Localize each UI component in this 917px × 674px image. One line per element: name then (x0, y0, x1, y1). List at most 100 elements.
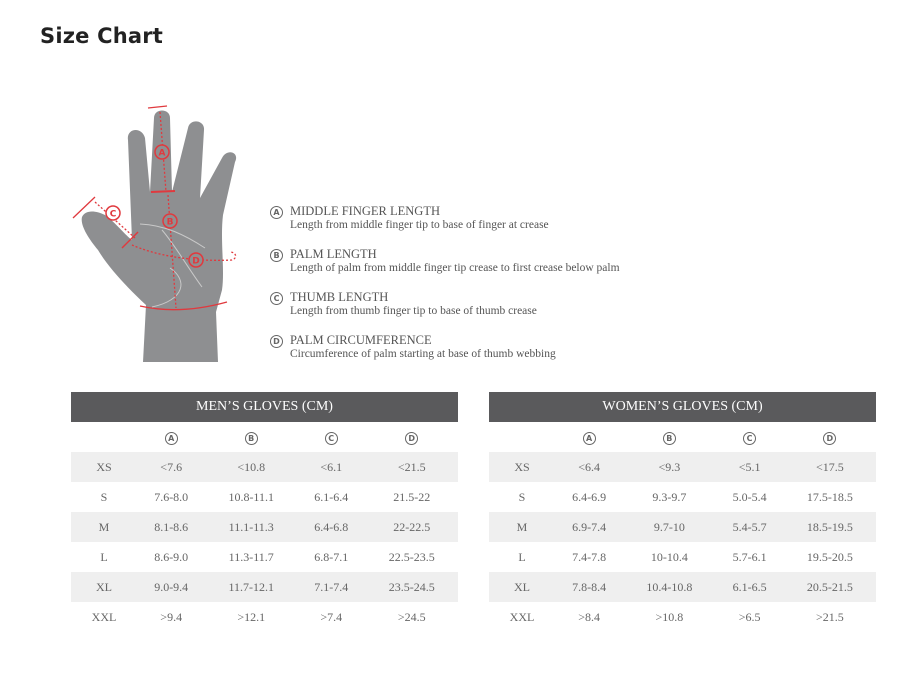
table-cell: >9.4 (160, 609, 183, 624)
table-row: L 8.6-9.0 11.3-11.7 6.8-7.1 22.5-23.5 (71, 542, 458, 572)
table-cell: <10.8 (205, 452, 298, 482)
size-label: M (489, 512, 555, 542)
table-cell: 6.1-6.4 (314, 489, 349, 504)
table-cell: <9.3 (623, 452, 716, 482)
table-cell: 7.1-7.4 (297, 572, 366, 602)
table-cell: 10-10.4 (650, 549, 688, 564)
label-c: C (110, 210, 117, 220)
legend-item: B PALM LENGTH Length of palm from middle … (270, 247, 620, 275)
table-cell: 7.8-8.4 (555, 572, 624, 602)
column-header: C (715, 422, 783, 452)
table-cell: 9.3-9.7 (652, 489, 687, 504)
table-row: XS <7.6 <10.8 <6.1 <21.5 (71, 452, 458, 482)
table-cell: 5.0-5.4 (732, 489, 767, 504)
size-label: L (100, 549, 108, 564)
legend-item: A MIDDLE FINGER LENGTH Length from middle… (270, 204, 620, 232)
table-cell: 6.4-6.9 (572, 489, 607, 504)
size-label: L (518, 549, 526, 564)
letter-a-icon: A (270, 206, 283, 219)
table-cell: 6.8-7.1 (314, 549, 349, 564)
table-row: S 7.6-8.0 10.8-11.1 6.1-6.4 21.5-22 (71, 482, 458, 512)
hand-diagram: A B C D (72, 105, 237, 362)
letter-b-icon: B (244, 431, 258, 445)
column-header: A (555, 422, 623, 452)
column-header: D (784, 422, 876, 452)
size-header (489, 422, 555, 452)
size-label: XL (71, 572, 137, 602)
table-cell: >8.4 (578, 609, 600, 624)
legend-desc: Length of palm from middle finger tip cr… (290, 262, 620, 274)
table-cell: 6.4-6.8 (297, 512, 366, 542)
table-row: XXL >9.4 >12.1 >7.4 >24.5 (71, 602, 458, 632)
table-row: M 6.9-7.4 9.7-10 5.4-5.7 18.5-19.5 (489, 512, 876, 542)
table-cell: >12.1 (237, 609, 266, 624)
table-cell: >24.5 (397, 609, 426, 624)
table-cell: 10.4-10.8 (623, 572, 716, 602)
table-row: M 8.1-8.6 11.1-11.3 6.4-6.8 22-22.5 (71, 512, 458, 542)
table-cell: 11.1-11.3 (205, 512, 298, 542)
legend-desc: Circumference of palm starting at base o… (290, 348, 556, 360)
table-cell: >21.5 (815, 609, 844, 624)
table-cell: <6.4 (555, 452, 624, 482)
table-cell: 7.4-7.8 (572, 549, 607, 564)
legend-title: PALM CIRCUMFERENCE (290, 333, 432, 347)
table-cell: 6.1-6.5 (715, 572, 784, 602)
table-title: MEN’S GLOVES (CM) (71, 392, 458, 422)
table-cell: 21.5-22 (393, 489, 431, 504)
table-row: S 6.4-6.9 9.3-9.7 5.0-5.4 17.5-18.5 (489, 482, 876, 512)
table-cell: 8.6-9.0 (154, 549, 189, 564)
size-label: XS (489, 452, 555, 482)
table-cell: <17.5 (783, 452, 876, 482)
table-row: XL 7.8-8.4 10.4-10.8 6.1-6.5 20.5-21.5 (489, 572, 876, 602)
page-title: Size Chart (40, 24, 164, 48)
table-title: WOMEN’S GLOVES (CM) (489, 392, 876, 422)
table-cell: 7.6-8.0 (154, 489, 189, 504)
letter-c-icon: C (324, 431, 338, 445)
table-cell: <5.1 (715, 452, 784, 482)
size-label: XS (71, 452, 137, 482)
letter-d-icon: D (405, 431, 419, 445)
table-cell: 22.5-23.5 (388, 549, 435, 564)
table-cell: 9.7-10 (623, 512, 716, 542)
column-header: C (297, 422, 365, 452)
letter-c-icon: C (270, 292, 283, 305)
womens-gloves-table: WOMEN’S GLOVES (CM) A B C D XS <6.4 <9.3 <5.1 <17… (489, 392, 876, 632)
table-cell: 10.8-11.1 (228, 489, 274, 504)
table-row: XS <6.4 <9.3 <5.1 <17.5 (489, 452, 876, 482)
table-cell: >10.8 (655, 609, 684, 624)
table-cell: >7.4 (320, 609, 343, 624)
mens-gloves-table: MEN’S GLOVES (CM) A B C D XS <7.6 <10.8 <6.1 <21.… (71, 392, 458, 632)
label-b: B (167, 218, 174, 228)
table-cell: 6.9-7.4 (555, 512, 624, 542)
letter-a-icon: A (582, 431, 596, 445)
column-header: D (365, 422, 458, 452)
size-label: S (518, 489, 526, 504)
size-label: M (71, 512, 137, 542)
table-cell: 11.3-11.7 (228, 549, 274, 564)
table-cell: 5.4-5.7 (715, 512, 784, 542)
legend-item: D PALM CIRCUMFERENCE Circumference of pal… (270, 333, 620, 361)
legend-title: PALM LENGTH (290, 247, 377, 261)
table-cell: <6.1 (297, 452, 366, 482)
size-label: XXL (509, 609, 535, 624)
table-cell: 9.0-9.4 (137, 572, 206, 602)
letter-b-icon: B (270, 249, 283, 262)
legend-desc: Length from middle finger tip to base of… (290, 219, 549, 231)
table-cell: 17.5-18.5 (806, 489, 853, 504)
table-cell: 11.7-12.1 (205, 572, 298, 602)
size-header (71, 422, 137, 452)
table-cell: 19.5-20.5 (806, 549, 853, 564)
label-a: A (159, 149, 166, 159)
table-cell: 23.5-24.5 (365, 572, 458, 602)
table-cell: 22-22.5 (365, 512, 458, 542)
legend-desc: Length from thumb finger tip to base of … (290, 305, 537, 317)
hand-silhouette (81, 110, 237, 362)
letter-d-icon: D (270, 335, 283, 348)
table-cell: >6.5 (738, 609, 761, 624)
legend-title: MIDDLE FINGER LENGTH (290, 204, 440, 218)
table-cell: 20.5-21.5 (783, 572, 876, 602)
table-row: XL 9.0-9.4 11.7-12.1 7.1-7.4 23.5-24.5 (71, 572, 458, 602)
letter-d-icon: D (823, 431, 837, 445)
table-cell: 5.7-6.1 (732, 549, 767, 564)
table-cell: <21.5 (365, 452, 458, 482)
